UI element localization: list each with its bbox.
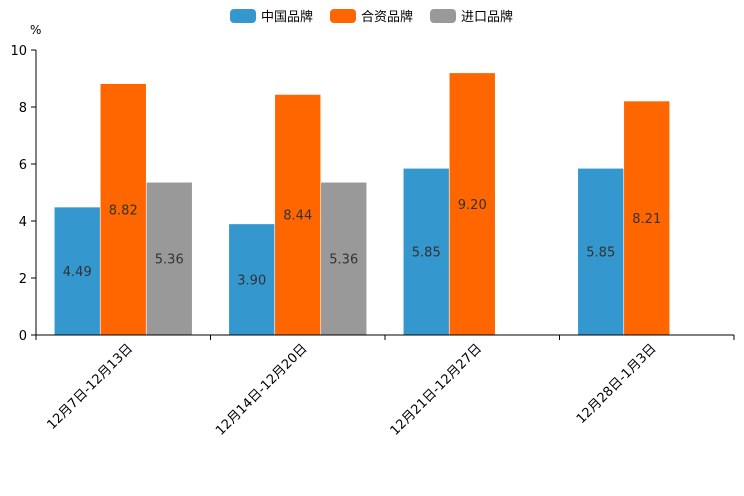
legend: 中国品牌 合资品牌 进口品牌 [230, 9, 513, 25]
y-tick-label: 0 [19, 329, 27, 344]
y-tick-label: 8 [19, 101, 27, 116]
bar [320, 181, 368, 336]
bar [577, 167, 625, 336]
data-label: 5.36 [155, 253, 184, 268]
x-tick-label: 12月14日-12月20日 [213, 341, 310, 438]
y-tick-label: 4 [19, 215, 27, 230]
data-label: 3.90 [237, 273, 266, 288]
y-tick-label: 6 [19, 158, 27, 173]
x-axis: 12月7日-12月13日 12月14日-12月20日 12月21日-12月27日 12… [35, 334, 735, 439]
legend-swatch [430, 9, 456, 23]
y-axis: 0 2 4 6 8 10 [10, 44, 37, 344]
x-tick-label: 12月28日-1月3日 [574, 341, 660, 427]
bar [448, 72, 496, 336]
data-label: 4.49 [63, 265, 92, 280]
data-label: 8.21 [632, 212, 661, 227]
y-axis-unit-label: % [30, 23, 41, 37]
legend-swatch [230, 9, 256, 23]
bar [402, 167, 450, 336]
bar [274, 94, 322, 336]
y-tick-label: 2 [19, 272, 27, 287]
y-tick-label: 10 [10, 44, 27, 59]
legend-item[interactable]: 中国品牌 [230, 9, 313, 25]
data-label: 8.82 [109, 203, 138, 218]
legend-label: 合资品牌 [361, 9, 413, 25]
data-label: 8.44 [283, 209, 312, 224]
legend-label: 进口品牌 [461, 9, 513, 25]
x-tick-label: 12月7日-12月13日 [44, 341, 136, 433]
legend-item[interactable]: 进口品牌 [430, 9, 513, 25]
data-label: 5.36 [329, 253, 358, 268]
bar [623, 100, 671, 336]
legend-item[interactable]: 合资品牌 [330, 9, 413, 25]
legend-swatch [330, 9, 356, 23]
data-label: 5.85 [412, 246, 441, 261]
bars: 4.49 8.82 5.36 3.90 8.44 5.36 5.85 9.20 5.85 8.21 [53, 72, 671, 336]
data-label: 5.85 [586, 246, 615, 261]
bar [228, 223, 276, 336]
legend-label: 中国品牌 [261, 9, 313, 25]
bar [145, 181, 193, 336]
data-label: 9.20 [458, 198, 487, 213]
x-tick-label: 12月21日-12月27日 [388, 341, 485, 438]
bar [99, 83, 147, 336]
